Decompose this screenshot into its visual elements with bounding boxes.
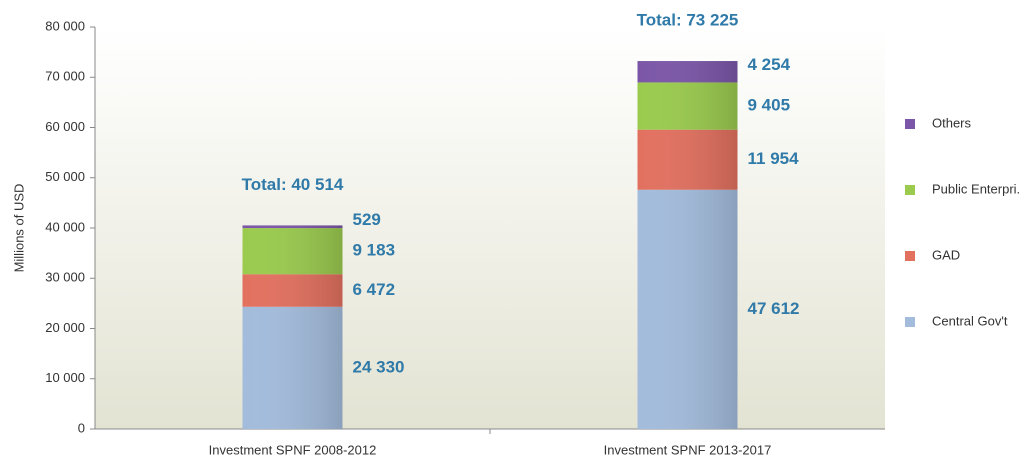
y-tick-label: 30 000 [45,270,85,285]
value-label: 529 [353,210,381,229]
total-label: Total: 73 225 [637,11,739,30]
legend-label: Public Enterpri. [932,181,1020,196]
value-label: 4 254 [748,55,791,74]
value-label: 6 472 [353,280,396,299]
bar-shade [637,189,738,429]
legend-swatch [905,119,915,129]
value-label: 11 954 [748,149,800,168]
legend-label: Others [932,115,972,130]
y-tick-label: 80 000 [45,18,85,33]
value-label: 9 405 [748,96,791,115]
x-tick-label: Investment SPNF 2013-2017 [604,442,772,457]
legend-swatch [905,251,915,261]
bar-shade [242,306,343,429]
y-tick-label: 60 000 [45,119,85,134]
y-tick-label: 50 000 [45,169,85,184]
legend-label: Central Gov't [932,313,1008,328]
bar-shade [242,274,343,307]
total-label: Total: 40 514 [242,175,344,194]
plot-background [95,27,885,429]
bar-shade [242,225,343,229]
value-label: 47 612 [748,299,800,318]
legend-swatch [905,185,915,195]
bar-shade [242,228,343,275]
y-tick-label: 10 000 [45,370,85,385]
y-axis-label: Millions of USD [11,184,26,273]
value-label: 24 330 [353,357,405,376]
legend-label: GAD [932,247,960,262]
y-tick-label: 40 000 [45,219,85,234]
x-tick-label: Investment SPNF 2008-2012 [209,442,377,457]
bar-shade [637,61,738,83]
value-label: 9 183 [353,241,396,260]
y-tick-label: 20 000 [45,320,85,335]
y-tick-label: 70 000 [45,69,85,84]
y-tick-label: 0 [78,420,85,435]
bar-shade [637,82,738,130]
legend-swatch [905,317,915,327]
bar-shade [637,129,738,190]
